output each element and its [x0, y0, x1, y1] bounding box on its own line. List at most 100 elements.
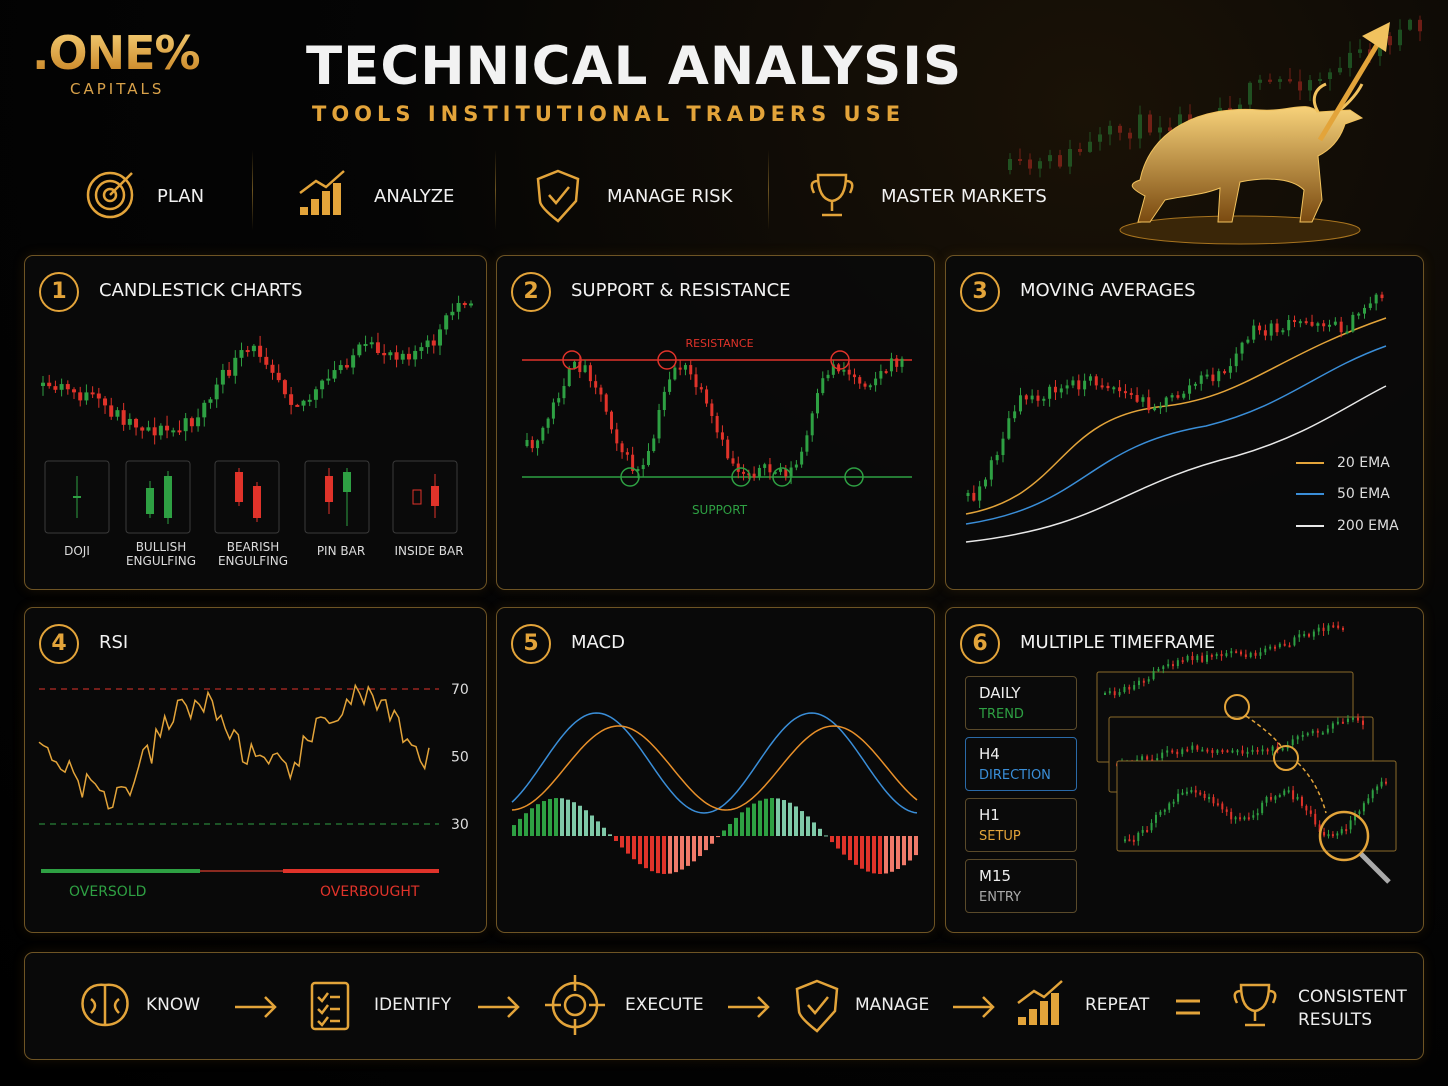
- icon-part: [94, 179, 126, 211]
- candle-body: [615, 429, 619, 444]
- candle-body: [258, 345, 263, 357]
- magnifier: [1318, 810, 1370, 862]
- candle-body: [1363, 307, 1367, 314]
- candle-body: [320, 380, 325, 390]
- candle-body: [1368, 303, 1372, 308]
- candle-body: [65, 384, 70, 390]
- icon-part: [109, 172, 133, 196]
- candle-body: [625, 452, 629, 455]
- histogram-bar: [614, 836, 618, 841]
- candle-body: [214, 384, 219, 400]
- candle-body: [1256, 813, 1259, 816]
- candle-body: [196, 417, 201, 427]
- histogram-bar: [656, 836, 660, 874]
- candle-body: [594, 381, 598, 388]
- histogram-bar: [872, 836, 876, 874]
- candle-body: [726, 439, 730, 459]
- candle-body: [1048, 155, 1052, 162]
- histogram-bar: [530, 808, 534, 836]
- candle-body: [1013, 411, 1017, 419]
- panel-title: MULTIPLE TIMEFRAME: [1020, 632, 1216, 653]
- histogram-bar: [632, 836, 636, 860]
- histogram-bar: [668, 836, 672, 874]
- candle-body: [1293, 320, 1297, 323]
- candle-body: [847, 369, 851, 375]
- candle-body: [1199, 375, 1203, 384]
- histogram-bar: [758, 800, 762, 836]
- histogram-bar: [902, 836, 906, 866]
- candle-body: [146, 427, 151, 431]
- candle-body: [1240, 342, 1244, 354]
- panel-title: CANDLESTICK CHARTS: [99, 280, 303, 301]
- histogram-bar: [674, 836, 678, 873]
- histogram-bar: [692, 836, 696, 862]
- candle-body: [1065, 385, 1069, 389]
- candle-body: [1108, 691, 1111, 694]
- candle-body: [1036, 395, 1040, 401]
- icon-part: [311, 199, 319, 215]
- candle-body: [1141, 829, 1144, 833]
- candle-body: [73, 496, 81, 498]
- candle-body: [400, 353, 405, 360]
- candle-body: [1351, 717, 1354, 720]
- panel: 2 SUPPORT & RESISTANCE RESISTANCE SUPPOR…: [496, 255, 935, 590]
- histogram-bar: [590, 815, 594, 836]
- candle-body: [1123, 686, 1126, 692]
- panel: 5 MACD: [496, 607, 935, 933]
- candle-body: [1292, 790, 1295, 800]
- candle-body: [837, 364, 841, 372]
- candle-body: [1362, 803, 1365, 812]
- separator: [768, 150, 769, 230]
- focus-circle: [1273, 745, 1299, 771]
- pillar: PLAN: [157, 186, 205, 207]
- histogram-bar: [680, 836, 684, 870]
- candle-body: [541, 427, 545, 441]
- pillar: ANALYZE: [374, 186, 455, 207]
- candle-body: [1281, 330, 1285, 333]
- candle-body: [641, 464, 645, 470]
- panel-graphic: 70 50 30: [38, 682, 469, 873]
- legend-label: 50 EMA: [1337, 486, 1390, 502]
- pedestal: [1119, 215, 1361, 245]
- candle-body: [1133, 685, 1136, 690]
- candle-body: [1141, 397, 1145, 402]
- candle-body: [620, 443, 624, 453]
- candle-body: [1138, 680, 1140, 686]
- candle-body: [1317, 627, 1320, 632]
- candle-body: [1327, 625, 1330, 631]
- candle-body: [1226, 750, 1229, 753]
- candle-body: [1077, 380, 1081, 390]
- candle-body: [158, 425, 163, 436]
- candle-body: [1278, 794, 1281, 797]
- panel-number: 2: [511, 272, 551, 312]
- candle-body: [1342, 627, 1344, 630]
- histogram-bar: [812, 822, 816, 836]
- candle-body: [115, 410, 120, 417]
- candle-body: [694, 374, 698, 388]
- candle-body: [1156, 758, 1159, 761]
- icon-part: [322, 191, 330, 215]
- histogram-bar: [752, 803, 756, 836]
- candle-body: [1230, 811, 1233, 820]
- candle-body: [227, 369, 232, 376]
- histogram-bar: [854, 836, 858, 865]
- candle-body: [868, 385, 872, 388]
- candle-body: [394, 352, 399, 360]
- histogram-bar: [638, 836, 642, 865]
- candle-body: [1418, 19, 1422, 32]
- bull: [1131, 106, 1364, 223]
- macd-line: [511, 712, 918, 814]
- overbought-label: OVERBOUGHT: [320, 884, 420, 900]
- candle-body: [282, 380, 287, 395]
- pattern-box: [125, 460, 191, 534]
- candle-body: [1301, 734, 1304, 737]
- candle-body: [1263, 330, 1267, 336]
- histogram-bar: [722, 830, 726, 836]
- candle-body: [1088, 141, 1092, 152]
- candle-body: [375, 342, 380, 353]
- candle-body: [1128, 132, 1132, 139]
- candle-body: [789, 467, 793, 477]
- candle-body: [1208, 797, 1211, 800]
- candle-body: [1191, 745, 1194, 750]
- histogram-bar: [770, 798, 774, 836]
